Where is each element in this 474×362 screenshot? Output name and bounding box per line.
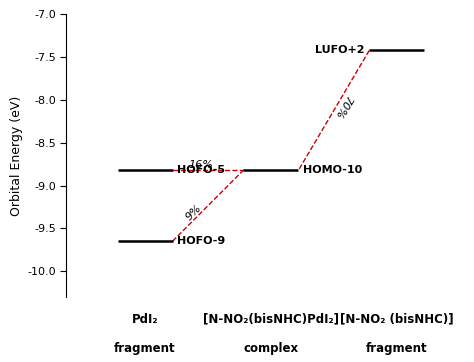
Text: HOMO-10: HOMO-10 — [303, 165, 363, 175]
Text: fragment: fragment — [114, 342, 176, 355]
Text: fragment: fragment — [366, 342, 428, 355]
Text: [N-NO₂(bisNHC)PdI₂]: [N-NO₂(bisNHC)PdI₂] — [203, 313, 339, 326]
Text: [N-NO₂ (bisNHC)]: [N-NO₂ (bisNHC)] — [340, 313, 454, 326]
Text: 9%: 9% — [184, 203, 204, 223]
Text: HOFO-9: HOFO-9 — [177, 236, 226, 246]
Text: 70%: 70% — [331, 94, 352, 120]
Text: HOFO-5: HOFO-5 — [177, 165, 225, 175]
Y-axis label: Orbital Energy (eV): Orbital Energy (eV) — [10, 96, 23, 216]
Text: 16%: 16% — [189, 160, 213, 170]
Text: PdI₂: PdI₂ — [132, 313, 158, 326]
Text: complex: complex — [243, 342, 299, 355]
Text: LUFO+2: LUFO+2 — [315, 45, 365, 55]
